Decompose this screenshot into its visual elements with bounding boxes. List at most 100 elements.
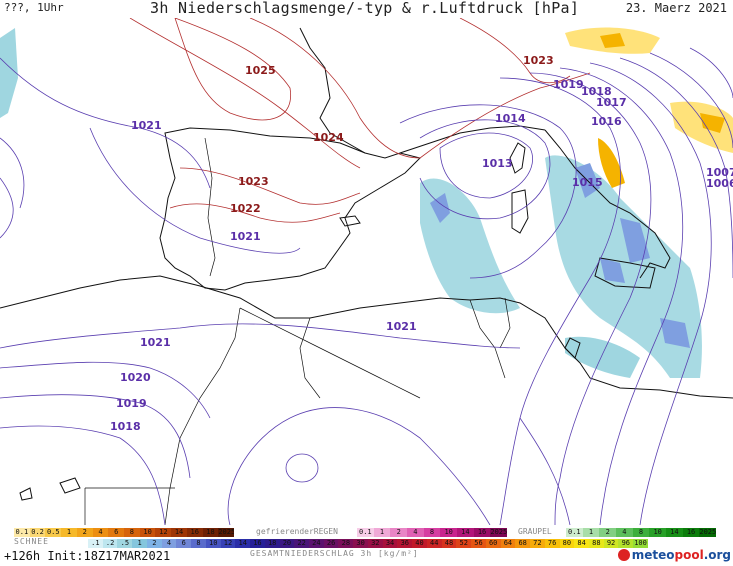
legend-swatch: 6: [108, 528, 125, 537]
pressure-label-low: 1019: [116, 397, 147, 410]
map-header: ???, 1Uhr 3h Niederschlagsmenge/-typ & r…: [0, 0, 733, 20]
pressure-label-low: 1013: [482, 157, 513, 170]
legend-swatch: 2: [146, 539, 162, 548]
legend-swatch: 0.1: [357, 528, 374, 537]
legend-swatch: 12: [220, 539, 236, 548]
legend-swatch: 84: [574, 539, 589, 548]
pressure-label-low: 1018: [581, 85, 612, 98]
total-precipitation-scale-bar: .1.2.5 1 2 4 6 8 10 12 14 16 18 20 22 24 26 28 30 32 34 36 4…: [88, 539, 648, 548]
pressure-label-low: 1016: [591, 115, 622, 128]
legend-swatch: 88: [588, 539, 604, 548]
pressure-label-high: 1022: [230, 202, 261, 215]
legend-swatch: 72: [530, 539, 545, 548]
legend-swatch: 2025+: [699, 528, 717, 537]
legend-swatch: 14: [666, 528, 683, 537]
pressure-label-low: 1021: [386, 320, 417, 333]
legend-swatch: .2: [102, 539, 118, 548]
legend-swatch: 4: [92, 528, 109, 537]
legend-swatch: 1: [61, 528, 77, 537]
pressure-label-low: 1017: [596, 96, 627, 109]
pressure-label-high: 1023: [523, 54, 554, 67]
freezing-rain-label: gefrierenderREGEN: [256, 527, 338, 536]
legend-swatch: 36: [397, 539, 413, 548]
legend-swatch: 16: [186, 528, 203, 537]
legend-swatch: 4: [161, 539, 177, 548]
legend-swatch: .5: [117, 539, 133, 548]
legend-swatch: 64: [500, 539, 516, 548]
legend-swatch: 8: [632, 528, 650, 537]
legend-swatch: 1: [132, 539, 147, 548]
legend-swatch: 20: [279, 539, 295, 548]
pressure-labels: 1025 1023 1024 1023 1022 1021 1021 1021 …: [110, 54, 733, 433]
snow-scale-label: SCHNEE: [14, 537, 49, 546]
map-title: 3h Niederschlagsmenge/-typ & r.Luftdruck…: [150, 0, 580, 17]
legend-swatch: 76: [544, 539, 560, 548]
pressure-label-low: 1018: [110, 420, 141, 433]
legend-swatch: 60: [485, 539, 501, 548]
legend-swatch: 8: [191, 539, 206, 548]
legend-swatch: 30: [353, 539, 368, 548]
legend-swatch: 52: [456, 539, 472, 548]
legend-swatch: 44: [426, 539, 442, 548]
legend-swatch: 10: [205, 539, 221, 548]
pressure-label-low: 1021: [131, 119, 162, 132]
high-pressure-isobars: [129, 18, 591, 223]
legend-swatch: 0.5: [45, 528, 62, 537]
legend-swatch: 8: [124, 528, 140, 537]
legend-swatch: 4: [407, 528, 424, 537]
pressure-label-low: 1007: [706, 166, 733, 179]
pressure-label-low: 1021: [230, 230, 261, 243]
meteopool-logo[interactable]: meteopool.org: [617, 548, 731, 562]
legend-swatch: 2: [76, 528, 93, 537]
legend-swatch: 68: [515, 539, 531, 548]
border-layer: [84, 137, 511, 525]
legend-swatch: 8: [423, 528, 441, 537]
pressure-label-high: 1023: [238, 175, 269, 188]
legend-swatch: 24: [309, 539, 324, 548]
pressure-label-low: 1021: [140, 336, 171, 349]
legend-swatch: 2: [390, 528, 408, 537]
legend-swatch: 2025+: [490, 528, 508, 537]
legend-swatch: 28: [338, 539, 354, 548]
weather-map: 1025 1023 1024 1023 1022 1021 1021 1021 …: [0, 18, 733, 525]
legend-swatch: 18: [202, 528, 219, 537]
meteopool-logo-icon: [617, 549, 630, 561]
run-info: +126h Init:18Z17MAR2021: [4, 549, 171, 563]
legend-swatch: 10: [649, 528, 667, 537]
legend-swatch: 56: [471, 539, 486, 548]
legend-swatch: .1: [88, 539, 103, 548]
legend-swatch: 16: [473, 528, 491, 537]
legend-swatch: 40: [412, 539, 427, 548]
legend-swatch: 10: [139, 528, 156, 537]
legend-swatch: 16: [250, 539, 265, 548]
pressure-label-high: 1025: [245, 64, 276, 77]
pressure-label-low: 1019: [553, 78, 584, 91]
legend-swatch: 34: [382, 539, 398, 548]
legend-swatch: 92: [603, 539, 619, 548]
legend-swatch: 18: [264, 539, 280, 548]
legend-swatch: 4: [616, 528, 633, 537]
legend-swatch: 26: [323, 539, 339, 548]
legend-swatch: 80: [559, 539, 575, 548]
coastline-layer: [0, 27, 733, 501]
pressure-label-low: 1020: [120, 371, 151, 384]
legend-swatch: 14: [457, 528, 474, 537]
legend-swatch: 0.1: [566, 528, 583, 537]
legend-swatch: 14: [235, 539, 251, 548]
pressure-label-low: 1006: [706, 177, 733, 190]
forecast-time-label: ???, 1Uhr: [4, 1, 64, 14]
precipitation-layer: [0, 27, 733, 378]
total-precipitation-label: GESAMTNIEDERSCHLAG 3h [kg/m²]: [250, 549, 419, 558]
pressure-label-high: 1024: [313, 131, 344, 144]
pressure-label-low: 1014: [495, 112, 526, 125]
legend-swatch: 1: [373, 528, 391, 537]
legend-swatch: 0.1: [14, 528, 30, 537]
legend-swatch: 12: [155, 528, 172, 537]
legend-swatch: 1: [582, 528, 600, 537]
legend-swatch: 2: [599, 528, 617, 537]
legend-swatch: 14: [171, 528, 187, 537]
